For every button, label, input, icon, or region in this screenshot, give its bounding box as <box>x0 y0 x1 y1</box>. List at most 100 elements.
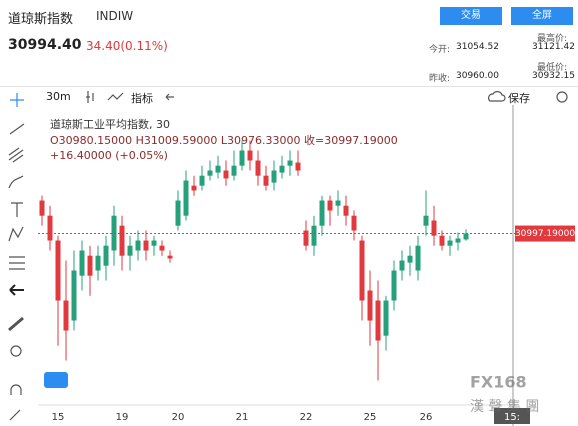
candle-body <box>239 150 245 166</box>
indicators[interactable]: 指标 <box>131 92 153 105</box>
symbol-name: 道琼斯指数 <box>8 12 74 27</box>
candle-body <box>191 185 197 191</box>
legend-title: 道琼斯工业平均指数, 30 <box>50 117 170 131</box>
prev-close-value: 30960.00 <box>456 71 499 81</box>
channel-tool[interactable] <box>8 147 24 163</box>
high-label: 最高价: <box>537 34 568 44</box>
candle-body <box>47 215 53 241</box>
candle-body <box>359 240 365 301</box>
candle-body <box>447 240 453 246</box>
candle-body <box>215 165 221 173</box>
candle-body <box>87 255 93 276</box>
settings-icon[interactable] <box>556 91 568 103</box>
candle-body <box>319 200 325 226</box>
candle-body <box>439 235 445 246</box>
toolbar-icons <box>86 91 568 103</box>
zoom-tool[interactable] <box>10 345 22 357</box>
candle-body <box>63 300 69 331</box>
candle-body <box>431 220 437 236</box>
cloud-icon[interactable] <box>488 91 506 102</box>
fullscreen-button[interactable]: 全屏 <box>511 7 573 25</box>
trade-button[interactable]: 交易 <box>440 7 502 25</box>
high-value: 31121.42 <box>532 42 575 52</box>
divider <box>0 86 578 87</box>
candle-body <box>159 245 165 251</box>
candle-body <box>95 255 101 271</box>
magnet-tool[interactable] <box>10 384 22 395</box>
candle-body <box>383 300 389 336</box>
prev-close-label: 昨收: <box>429 74 451 84</box>
crosshair-tool[interactable] <box>10 93 24 107</box>
interval[interactable]: 30m <box>46 90 71 103</box>
candle-body <box>287 160 293 166</box>
candle-body <box>135 240 141 251</box>
pattern-tool[interactable] <box>8 226 24 242</box>
indicator-icon[interactable] <box>107 92 124 101</box>
x-tick-label: 19 <box>116 412 129 423</box>
candle-body <box>455 238 461 243</box>
undo-icon[interactable] <box>165 93 174 101</box>
ruler-tool[interactable] <box>8 316 24 332</box>
cursor-time-box <box>494 408 530 424</box>
open-value: 31054.52 <box>456 42 499 52</box>
logo-button[interactable] <box>44 372 68 388</box>
candle-body <box>343 205 349 216</box>
x-tick-label: 26 <box>420 412 433 423</box>
candle-body <box>71 270 77 321</box>
candle-body <box>399 260 405 271</box>
candle-body <box>279 165 285 173</box>
x-tick-label: 21 <box>236 412 249 423</box>
candle-body <box>391 270 397 301</box>
candle-body <box>183 180 189 216</box>
last-price-box <box>515 225 575 242</box>
candle-body <box>303 230 309 246</box>
candle-body <box>375 300 381 341</box>
x-tick-label: 20 <box>172 412 185 423</box>
candle-body <box>295 162 301 171</box>
x-tick-label: 15 <box>52 412 65 423</box>
watermark-group: 漢 聲 集 團 <box>470 398 539 415</box>
legend-change: +16.40000 (+0.05%) <box>50 149 168 162</box>
candle-body <box>79 250 85 276</box>
candle-body <box>311 225 317 246</box>
erase-tool[interactable] <box>9 409 21 421</box>
candle-body <box>207 170 213 176</box>
save[interactable]: 保存 <box>508 92 530 105</box>
candle-body <box>367 290 373 321</box>
open-label: 今开: <box>429 45 451 55</box>
symbol-code: INDIW <box>96 9 134 23</box>
x-tick-label: 25 <box>364 412 377 423</box>
x-tick-label: 22 <box>300 412 313 423</box>
low-value: 30932.15 <box>532 71 575 81</box>
line-tool[interactable] <box>9 123 25 135</box>
candle-body <box>151 240 157 246</box>
candle-body <box>351 215 357 231</box>
candle-body <box>127 245 133 256</box>
text-tool[interactable] <box>11 202 23 217</box>
candle-body <box>335 200 341 206</box>
candle-body <box>39 200 45 216</box>
candle-body <box>103 245 109 266</box>
candle-body <box>55 240 61 301</box>
back-tool[interactable] <box>9 284 24 296</box>
low-label: 最低价: <box>537 63 568 73</box>
candle-body <box>199 175 205 186</box>
candle-body <box>463 233 469 240</box>
last-price-label: 30997.19000 <box>515 229 575 239</box>
candle-body <box>231 165 237 176</box>
candle-body <box>423 215 429 226</box>
watermark-brand: FX168 <box>470 373 527 392</box>
last-price: 30994.40 <box>8 37 82 53</box>
candle-body <box>223 170 229 179</box>
legend-ohlc: O30980.15000 H31009.59000 L30976.33000 收… <box>50 133 398 147</box>
candle-body <box>263 175 269 186</box>
candle-body <box>255 160 261 176</box>
candle-body <box>119 225 125 256</box>
fib-tool[interactable] <box>9 256 25 270</box>
brush-tool[interactable] <box>8 175 24 189</box>
candle-icon[interactable] <box>86 91 94 103</box>
candle-body <box>415 245 421 271</box>
candle-body <box>327 200 333 211</box>
